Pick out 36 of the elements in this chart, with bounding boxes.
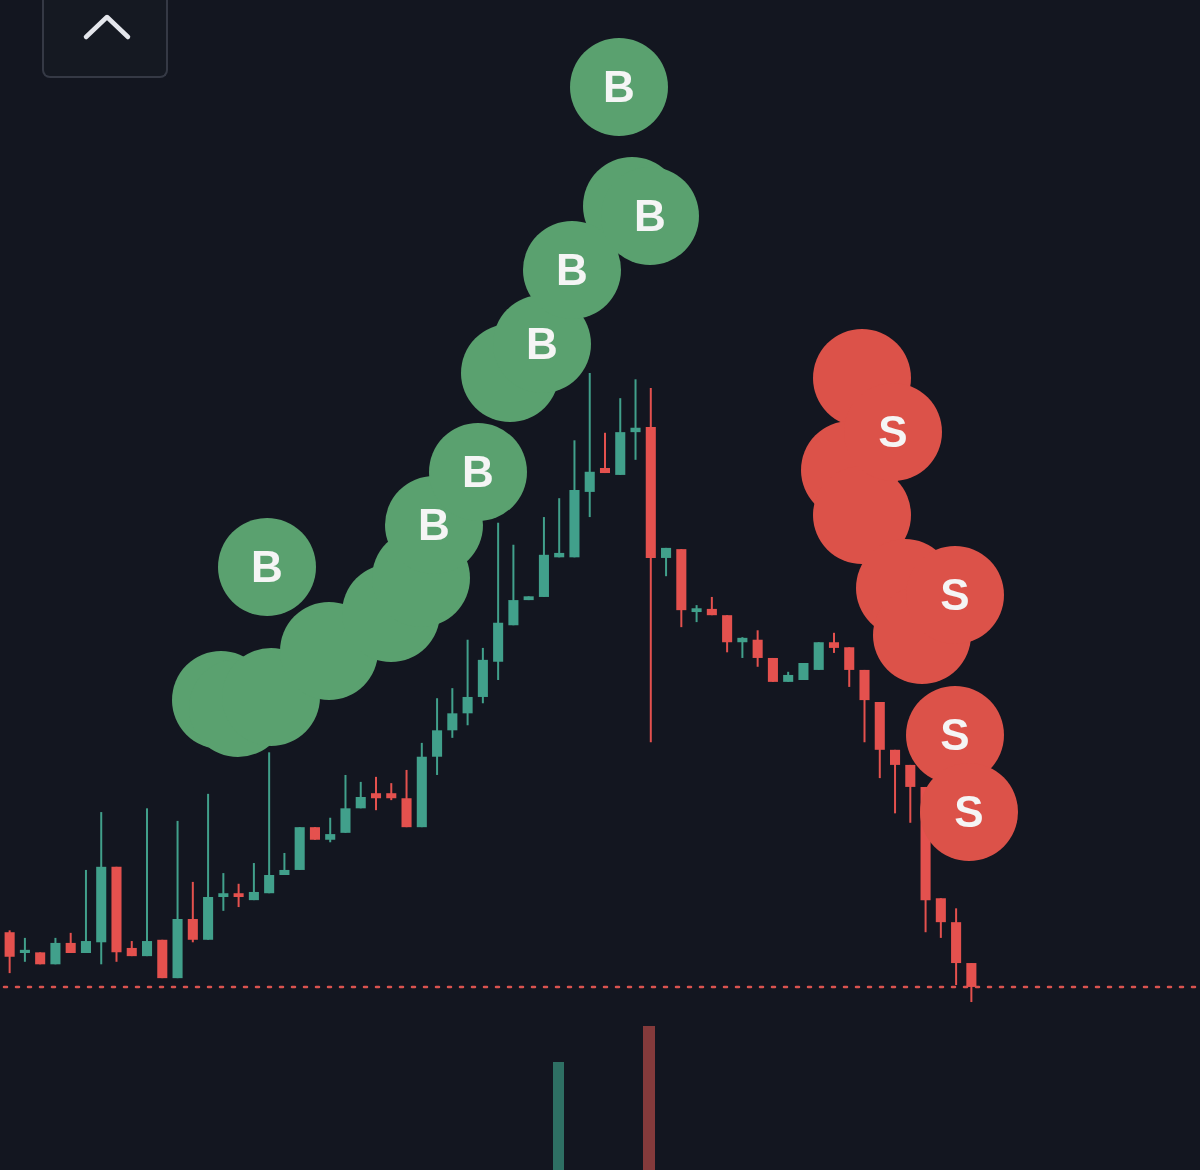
annotation: B xyxy=(251,542,283,591)
annotation: S xyxy=(940,570,970,619)
candlestick xyxy=(661,546,672,578)
candlestick xyxy=(233,882,244,909)
letter-badge: B xyxy=(523,221,621,319)
candlestick xyxy=(584,372,595,519)
candlestick xyxy=(599,431,611,475)
candlestick xyxy=(141,807,153,958)
candlestick xyxy=(890,748,901,815)
candlestick xyxy=(65,931,76,954)
candlestick xyxy=(187,880,198,944)
candlestick xyxy=(19,936,30,963)
letter-badge: B xyxy=(218,518,316,616)
candlestick xyxy=(355,780,366,810)
candlestick xyxy=(630,378,641,461)
candlestick xyxy=(370,775,382,812)
candlestick xyxy=(905,763,916,824)
letter-badge: B xyxy=(570,38,668,136)
candlestick xyxy=(80,868,91,954)
annotation: S xyxy=(954,787,984,836)
candlestick xyxy=(248,862,259,902)
candlestick xyxy=(447,687,458,739)
annotation: S xyxy=(940,710,970,759)
candlestick xyxy=(844,646,855,688)
candlestick xyxy=(828,631,840,654)
candlestick xyxy=(279,851,290,876)
candlestick xyxy=(462,638,473,727)
annotation: S xyxy=(878,407,908,456)
candlestick xyxy=(935,897,946,939)
candlestick xyxy=(264,751,275,895)
candlestick xyxy=(752,629,763,668)
candlestick xyxy=(50,936,61,966)
candlestick xyxy=(737,636,748,659)
candlestick xyxy=(218,872,229,912)
candlestick xyxy=(554,497,565,559)
candlestick xyxy=(325,816,336,844)
